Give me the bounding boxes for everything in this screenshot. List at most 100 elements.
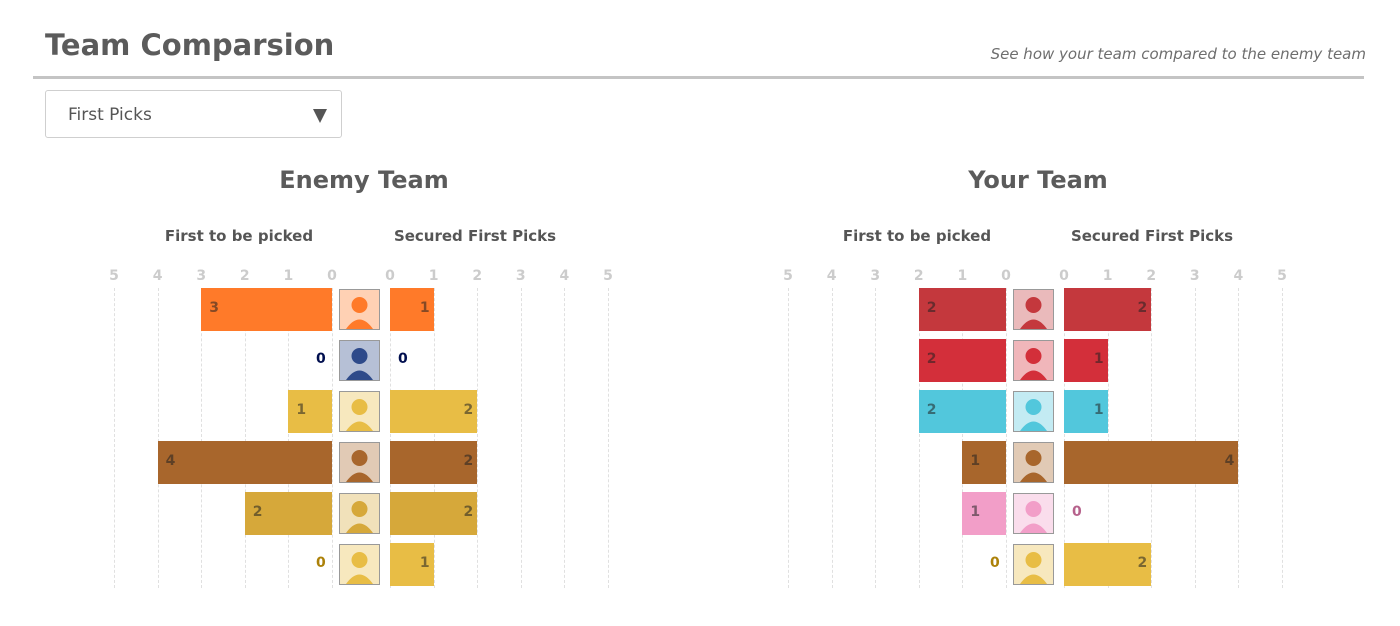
axis-tick-label: 2 bbox=[1146, 268, 1157, 284]
bar-value-label: 2 bbox=[926, 351, 937, 367]
first-picked-bar: 2 bbox=[918, 339, 1006, 382]
secured-picks-bar: 2 bbox=[1064, 288, 1152, 331]
chart-title: Enemy Team bbox=[279, 166, 449, 194]
first-picked-bar: 4 bbox=[157, 441, 332, 484]
gridline bbox=[433, 288, 435, 588]
axis-tick-label: 0 bbox=[385, 268, 395, 284]
bar-value-label: 1 bbox=[1093, 402, 1104, 418]
chart-title: Your Team bbox=[968, 166, 1108, 194]
wrecking-ball-icon bbox=[339, 442, 380, 483]
axis-tick-label: 1 bbox=[283, 268, 294, 284]
secured-picks-bar: 4 bbox=[1064, 441, 1239, 484]
bar-value-label: 1 bbox=[970, 504, 981, 520]
axis-tick-label: 0 bbox=[1059, 268, 1069, 284]
gridline bbox=[962, 288, 964, 588]
zenyatta-icon bbox=[339, 493, 380, 534]
bar-value-label: 2 bbox=[1137, 555, 1148, 571]
axis-tick-label: 2 bbox=[472, 268, 483, 284]
gridline bbox=[520, 288, 522, 588]
axis-tick-label: 5 bbox=[603, 268, 613, 284]
gridline bbox=[788, 288, 789, 588]
secured-picks-bar: 2 bbox=[1064, 543, 1152, 586]
gridline bbox=[244, 288, 246, 588]
axis-tick-label: 0 bbox=[1001, 268, 1011, 284]
bar-value-label: 0 bbox=[316, 351, 326, 367]
axis-tick-label: 4 bbox=[826, 268, 837, 284]
gridline bbox=[875, 288, 877, 588]
axis-tick-label: 2 bbox=[239, 268, 250, 284]
gridline bbox=[288, 288, 290, 588]
gridline bbox=[1006, 288, 1007, 588]
page-title: Team Comparsion bbox=[45, 28, 335, 62]
axis-tick-label: 3 bbox=[515, 268, 526, 284]
secured-picks-bar: 1 bbox=[390, 543, 434, 586]
secured-picks-bar: 2 bbox=[390, 441, 478, 484]
bar-value-label: 0 bbox=[1072, 504, 1082, 520]
gridline bbox=[1238, 288, 1240, 588]
dropdown-arrow-icon bbox=[313, 109, 327, 123]
gridline bbox=[477, 288, 479, 588]
gridline bbox=[1107, 288, 1109, 588]
dropdown-selected-value: First Picks bbox=[68, 105, 152, 125]
dva-icon bbox=[1013, 493, 1054, 534]
right-column-label: Secured First Picks bbox=[393, 227, 557, 245]
axis-tick-label: 5 bbox=[1277, 268, 1287, 284]
secured-picks-bar: 2 bbox=[390, 390, 478, 433]
axis-tick-label: 1 bbox=[957, 268, 968, 284]
bar-value-label: 2 bbox=[926, 300, 937, 316]
axis-tick-label: 1 bbox=[1102, 268, 1113, 284]
right-column-label: Secured First Picks bbox=[1070, 227, 1234, 245]
gridline bbox=[564, 288, 566, 588]
bar-value-label: 2 bbox=[252, 504, 263, 520]
axis-tick-label: 5 bbox=[109, 268, 119, 284]
gridline bbox=[157, 288, 159, 588]
axis-tick-label: 2 bbox=[913, 268, 924, 284]
axis-tick-label: 3 bbox=[1189, 268, 1200, 284]
secured-picks-bar: 2 bbox=[390, 492, 478, 535]
gridline bbox=[201, 288, 203, 588]
gridline bbox=[1194, 288, 1196, 588]
bar-value-label: 1 bbox=[296, 402, 307, 418]
first-picked-bar: 3 bbox=[201, 288, 332, 331]
mercy-icon bbox=[1013, 544, 1054, 585]
first-picked-bar: 1 bbox=[962, 492, 1006, 535]
enemy-team-chart: Enemy Team First to be picked Secured Fi… bbox=[84, 160, 644, 600]
axis-tick-label: 3 bbox=[870, 268, 881, 284]
bar-value-label: 2 bbox=[463, 402, 474, 418]
soldier-76-icon bbox=[339, 340, 380, 381]
bar-value-label: 4 bbox=[1224, 453, 1235, 469]
secured-picks-bar: 1 bbox=[1064, 339, 1108, 382]
gridline bbox=[608, 288, 609, 588]
gridline bbox=[1282, 288, 1283, 588]
gridline bbox=[1064, 288, 1065, 588]
axis-tick-label: 0 bbox=[327, 268, 337, 284]
bar-value-label: 1 bbox=[419, 555, 430, 571]
secured-picks-bar: 1 bbox=[1064, 390, 1108, 433]
bar-value-label: 0 bbox=[316, 555, 326, 571]
first-picked-bar: 2 bbox=[244, 492, 332, 535]
gridline bbox=[918, 288, 920, 588]
bar-value-label: 2 bbox=[926, 402, 937, 418]
gridline bbox=[1151, 288, 1153, 588]
axis-tick-label: 4 bbox=[559, 268, 570, 284]
axis-tick-label: 1 bbox=[428, 268, 439, 284]
gridline bbox=[390, 288, 391, 588]
bar-value-label: 4 bbox=[165, 453, 176, 469]
mccree-icon bbox=[1013, 340, 1054, 381]
bar-value-label: 0 bbox=[398, 351, 408, 367]
bar-value-label: 0 bbox=[990, 555, 1000, 571]
axis-tick-label: 4 bbox=[1233, 268, 1244, 284]
your-team-chart: Your Team First to be picked Secured Fir… bbox=[758, 160, 1318, 600]
axis-tick-label: 4 bbox=[152, 268, 163, 284]
page-subtitle: See how your team compared to the enemy … bbox=[990, 45, 1366, 63]
doomfist-icon bbox=[1013, 289, 1054, 330]
gridline bbox=[114, 288, 115, 588]
symmetra-icon bbox=[1013, 391, 1054, 432]
pharah-icon bbox=[339, 391, 380, 432]
bar-value-label: 2 bbox=[463, 504, 474, 520]
bar-value-label: 3 bbox=[209, 300, 219, 316]
stat-select-dropdown[interactable]: First Picks bbox=[45, 90, 342, 138]
bar-value-label: 1 bbox=[419, 300, 430, 316]
bar-value-label: 1 bbox=[1093, 351, 1104, 367]
first-picked-bar: 2 bbox=[918, 288, 1006, 331]
